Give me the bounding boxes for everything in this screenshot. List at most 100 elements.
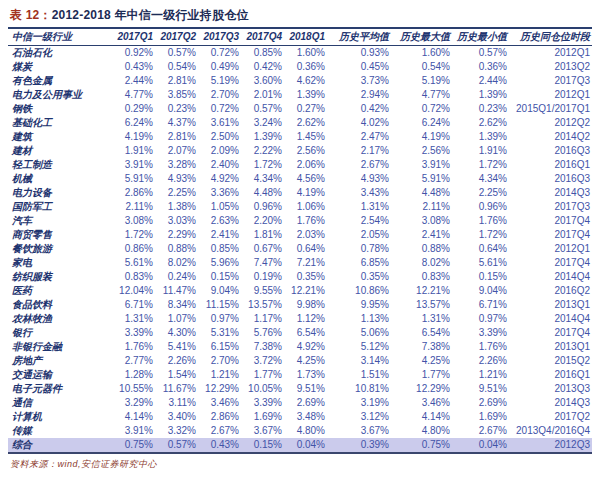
value-cell: 1.21% xyxy=(452,368,509,382)
value-cell: 11.15% xyxy=(198,298,241,312)
period-cell: 2017Q4 xyxy=(509,256,592,270)
value-cell: 1.54% xyxy=(155,368,198,382)
period-cell: 2013Q1 xyxy=(509,340,592,354)
value-cell: 3.19% xyxy=(327,396,391,410)
period-cell: 2013Q2 xyxy=(509,60,592,74)
table-body: 石油石化0.92%0.57%0.72%0.85%1.60%0.93%1.60%0… xyxy=(8,45,592,453)
industry-name: 综合 xyxy=(8,438,112,453)
header-row: 中信一级行业2017Q12017Q22017Q32017Q42018Q1历史平均… xyxy=(8,28,592,45)
period-cell: 2017Q4 xyxy=(509,214,592,228)
table-row: 轻工制造3.91%3.28%2.40%1.72%2.06%2.67%3.91%1… xyxy=(8,158,592,172)
value-cell: 0.75% xyxy=(391,438,452,453)
value-cell: 0.72% xyxy=(198,45,241,60)
value-cell: 3.60% xyxy=(241,74,284,88)
value-cell: 0.85% xyxy=(198,242,241,256)
period-cell: 2012Q1 xyxy=(509,88,592,102)
value-cell: 0.72% xyxy=(198,102,241,116)
value-cell: 2.86% xyxy=(198,410,241,424)
table-row: 纺织服装0.83%0.24%0.15%0.19%0.35%0.35%0.83%0… xyxy=(8,270,592,284)
value-cell: 10.05% xyxy=(241,382,284,396)
value-cell: 0.35% xyxy=(327,270,391,284)
value-cell: 13.57% xyxy=(241,298,284,312)
value-cell: 5.61% xyxy=(112,256,155,270)
industry-name: 建材 xyxy=(8,144,112,158)
value-cell: 5.06% xyxy=(327,326,391,340)
value-cell: 13.57% xyxy=(391,298,452,312)
value-cell: 1.45% xyxy=(284,130,327,144)
value-cell: 3.40% xyxy=(155,410,198,424)
value-cell: 10.86% xyxy=(327,284,391,298)
table-row: 汽车3.08%3.03%2.63%2.20%1.76%2.54%3.08%1.7… xyxy=(8,214,592,228)
value-cell: 0.67% xyxy=(241,242,284,256)
column-header-industry: 中信一级行业 xyxy=(8,28,112,45)
value-cell: 2.11% xyxy=(112,200,155,214)
value-cell: 0.43% xyxy=(198,438,241,453)
value-cell: 1.72% xyxy=(452,228,509,242)
industry-name: 有色金属 xyxy=(8,74,112,88)
value-cell: 9.04% xyxy=(452,284,509,298)
value-cell: 0.75% xyxy=(112,438,155,453)
value-cell: 4.34% xyxy=(241,172,284,186)
value-cell: 2.56% xyxy=(284,144,327,158)
value-cell: 1.91% xyxy=(452,144,509,158)
value-cell: 2.50% xyxy=(198,130,241,144)
value-cell: 2.94% xyxy=(327,88,391,102)
value-cell: 9.98% xyxy=(284,298,327,312)
value-cell: 0.15% xyxy=(198,270,241,284)
value-cell: 1.39% xyxy=(452,130,509,144)
value-cell: 12.21% xyxy=(284,284,327,298)
period-cell: 2014Q4 xyxy=(509,312,592,326)
period-cell: 2016Q1 xyxy=(509,368,592,382)
value-cell: 2.54% xyxy=(327,214,391,228)
industry-name: 建筑 xyxy=(8,130,112,144)
value-cell: 5.12% xyxy=(327,340,391,354)
value-cell: 1.39% xyxy=(452,88,509,102)
value-cell: 1.72% xyxy=(452,158,509,172)
value-cell: 8.02% xyxy=(391,256,452,270)
value-cell: 5.96% xyxy=(198,256,241,270)
value-cell: 3.39% xyxy=(241,396,284,410)
industry-name: 国防军工 xyxy=(8,200,112,214)
value-cell: 4.25% xyxy=(391,354,452,368)
table-row: 医药12.04%11.47%9.04%9.55%12.21%10.86%12.2… xyxy=(8,284,592,298)
value-cell: 5.61% xyxy=(452,256,509,270)
value-cell: 0.57% xyxy=(155,45,198,60)
value-cell: 2.70% xyxy=(198,88,241,102)
value-cell: 1.91% xyxy=(112,144,155,158)
value-cell: 4.93% xyxy=(327,172,391,186)
value-cell: 4.14% xyxy=(391,410,452,424)
value-cell: 3.48% xyxy=(284,410,327,424)
value-cell: 0.04% xyxy=(452,438,509,453)
industry-name: 煤炭 xyxy=(8,60,112,74)
table-row: 房地产2.77%2.26%2.70%3.72%4.25%3.14%4.25%2.… xyxy=(8,354,592,368)
report-table-page: 表 12：2012-2018 年中信一级行业持股仓位 中信一级行业2017Q12… xyxy=(0,0,600,477)
value-cell: 0.57% xyxy=(241,102,284,116)
source-note: 资料来源：wind,安信证券研究中心 xyxy=(8,458,592,471)
industry-name: 医药 xyxy=(8,284,112,298)
value-cell: 0.96% xyxy=(241,200,284,214)
table-row: 食品饮料6.71%8.34%11.15%13.57%9.98%9.95%13.5… xyxy=(8,298,592,312)
value-cell: 3.29% xyxy=(112,396,155,410)
value-cell: 4.80% xyxy=(284,424,327,438)
table-row: 电子元器件10.55%11.67%12.29%10.05%9.51%10.81%… xyxy=(8,382,592,396)
table-row: 电力设备2.86%2.25%3.36%4.48%4.19%3.43%4.48%2… xyxy=(8,186,592,200)
value-cell: 1.81% xyxy=(241,228,284,242)
value-cell: 0.92% xyxy=(112,45,155,60)
value-cell: 0.83% xyxy=(391,270,452,284)
value-cell: 12.29% xyxy=(198,382,241,396)
value-cell: 2.81% xyxy=(155,74,198,88)
value-cell: 2.44% xyxy=(452,74,509,88)
period-cell: 2017Q2 xyxy=(509,410,592,424)
value-cell: 1.31% xyxy=(112,312,155,326)
value-cell: 9.04% xyxy=(198,284,241,298)
value-cell: 2.25% xyxy=(155,186,198,200)
value-cell: 0.88% xyxy=(391,242,452,256)
value-cell: 4.48% xyxy=(241,186,284,200)
period-cell: 2017Q3 xyxy=(509,74,592,88)
table-row: 交通运输1.28%1.54%1.21%1.77%1.73%1.51%1.77%1… xyxy=(8,368,592,382)
value-cell: 6.24% xyxy=(391,116,452,130)
value-cell: 0.42% xyxy=(241,60,284,74)
industry-name: 钢铁 xyxy=(8,102,112,116)
value-cell: 2.86% xyxy=(112,186,155,200)
value-cell: 9.51% xyxy=(284,382,327,396)
